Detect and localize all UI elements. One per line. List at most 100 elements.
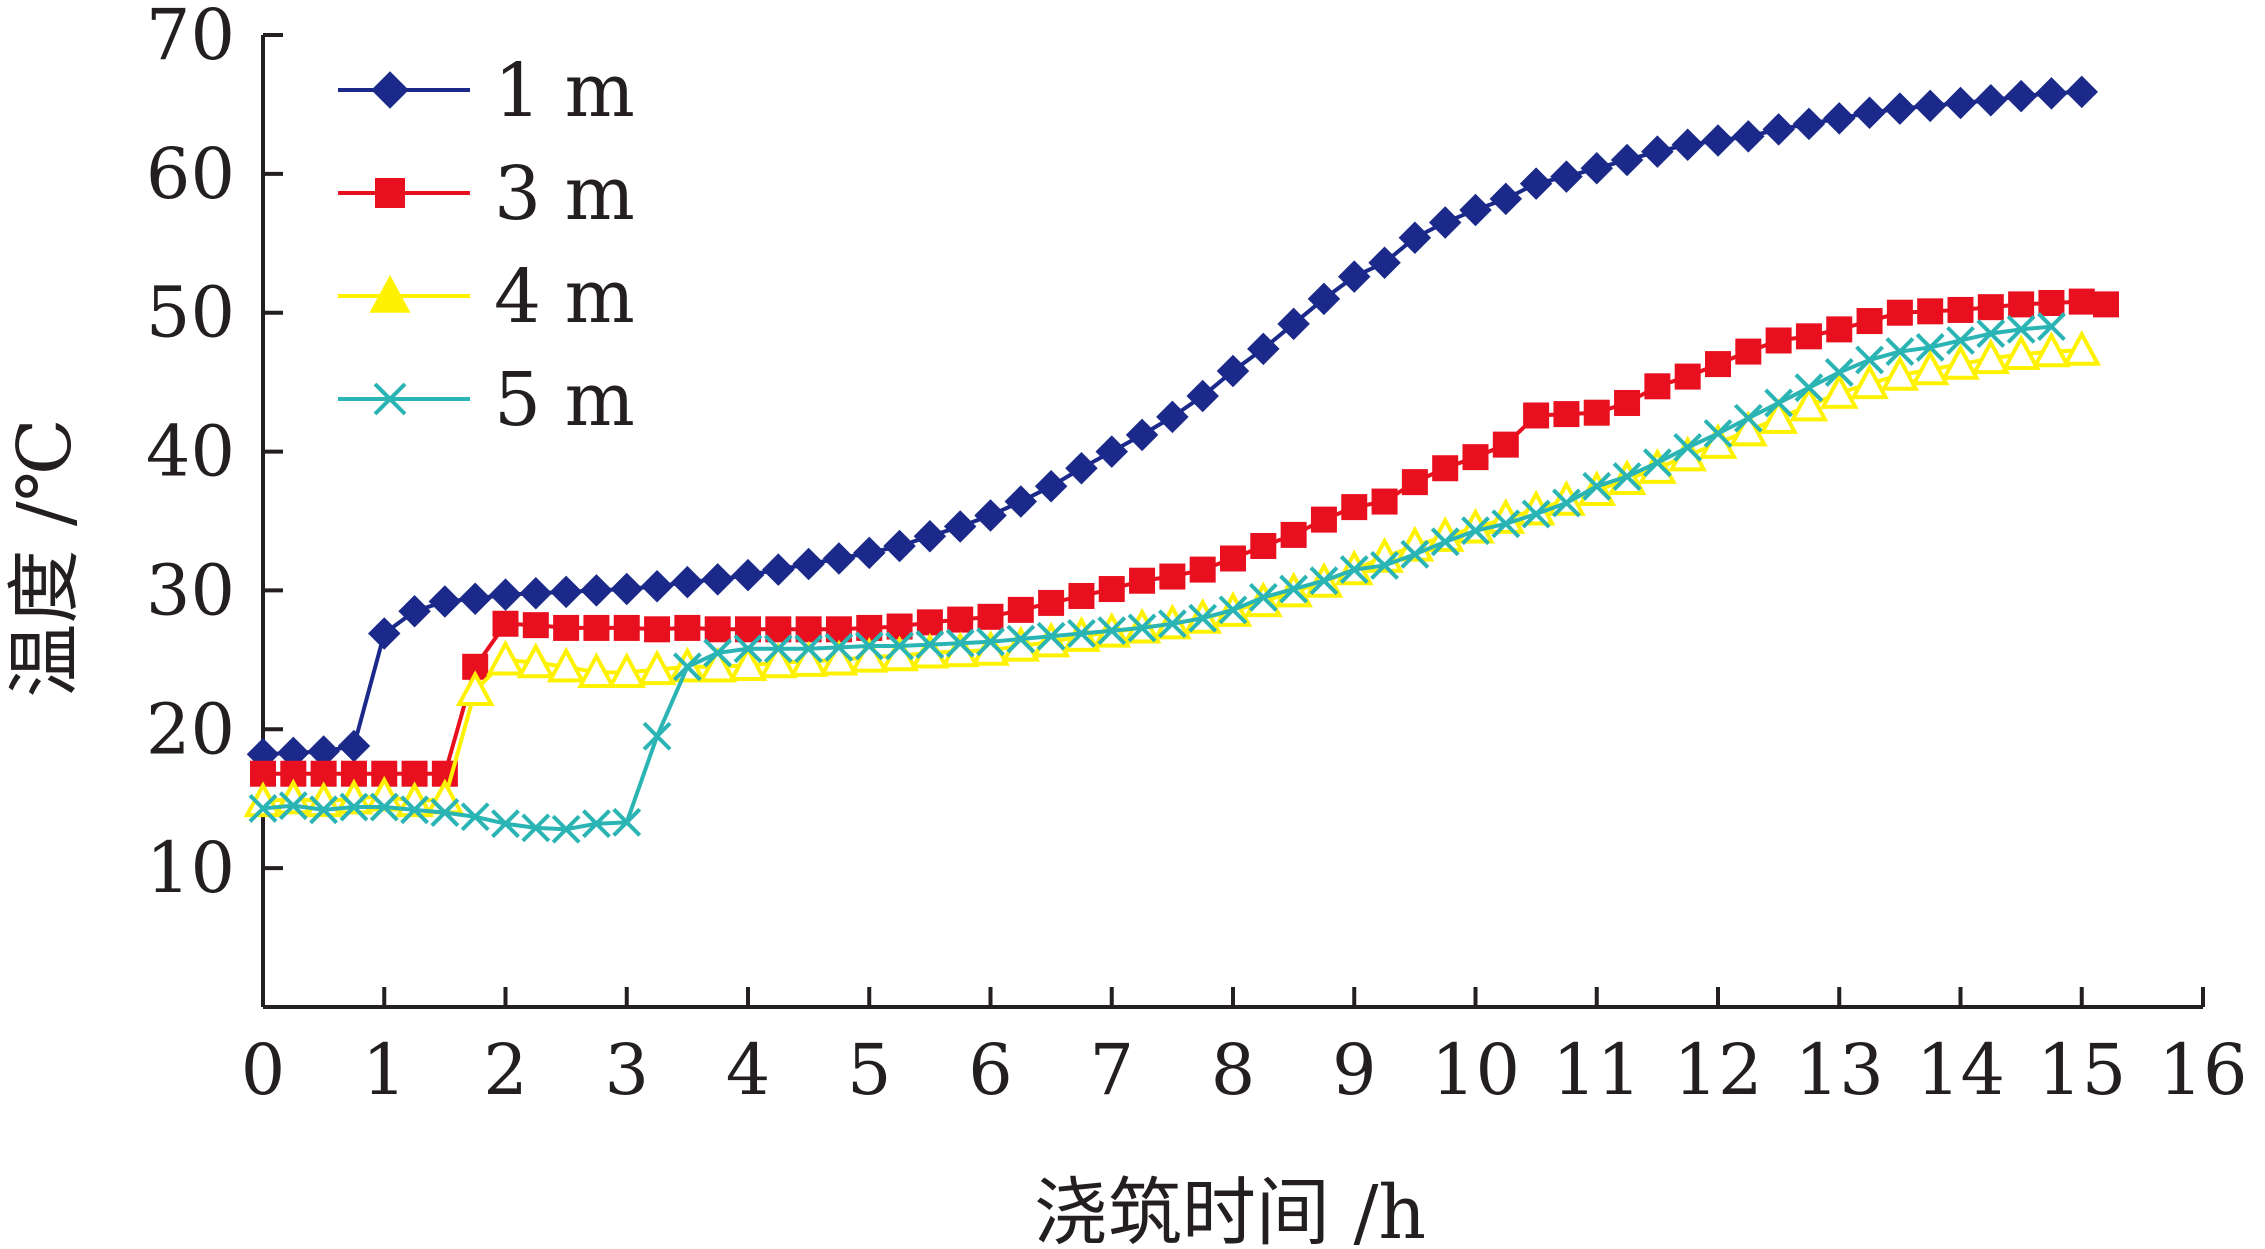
data-point — [853, 536, 886, 570]
data-point — [486, 639, 525, 676]
x-tick-label: 8 — [1211, 1029, 1256, 1111]
data-point — [1941, 343, 1980, 380]
x-tick-label: 11 — [1552, 1029, 1641, 1111]
data-point — [278, 791, 308, 821]
marker-stroke — [460, 802, 490, 832]
data-point — [1886, 299, 1913, 326]
marker-stroke — [824, 632, 854, 662]
y-tick-label: 40 — [146, 411, 235, 493]
marker-stroke — [1582, 471, 1612, 501]
data-point — [2038, 289, 2065, 316]
y-tick-label: 50 — [146, 272, 235, 354]
marker-stroke — [551, 814, 581, 844]
legend: 1 m 3 m 4 m 5 m — [338, 48, 635, 443]
data-point — [883, 529, 916, 563]
data-point — [1098, 576, 1125, 603]
data-point — [1553, 401, 1580, 428]
data-point — [553, 614, 580, 641]
data-point — [977, 603, 1004, 630]
data-point — [1850, 363, 1889, 400]
marker-stroke — [400, 795, 429, 825]
data-point — [1641, 135, 1674, 168]
data-point — [2068, 288, 2095, 315]
data-point — [1491, 509, 1521, 539]
data-point — [522, 612, 549, 639]
x-tick-label: 4 — [726, 1029, 771, 1111]
data-point — [1280, 521, 1307, 548]
data-point — [2035, 77, 2068, 110]
data-point — [1523, 402, 1550, 429]
marker-stroke — [1279, 574, 1309, 604]
data-point — [1067, 619, 1096, 648]
series-1m — [246, 75, 2098, 771]
data-point — [1338, 260, 1371, 293]
data-point — [733, 634, 763, 664]
marker-stroke — [1794, 373, 1824, 403]
y-tick-label: 20 — [146, 688, 235, 770]
data-point — [763, 634, 793, 664]
data-point — [1792, 107, 1826, 141]
data-point — [2065, 75, 2098, 109]
data-point — [1129, 567, 1156, 594]
data-point — [1612, 462, 1642, 491]
data-point — [1946, 326, 1975, 355]
data-point — [1705, 351, 1731, 378]
data-point — [1159, 563, 1186, 590]
y-tick-label: 30 — [146, 549, 235, 631]
data-point — [1583, 399, 1610, 426]
data-point — [1368, 246, 1401, 279]
x-tick-label: 7 — [1089, 1029, 1134, 1111]
data-point — [2006, 314, 2036, 344]
marker-stroke — [1491, 509, 1521, 539]
x-tick-label: 6 — [968, 1029, 1013, 1111]
data-point — [1521, 499, 1551, 529]
data-point — [1462, 444, 1489, 471]
data-point — [1068, 582, 1095, 609]
marker-stroke — [1006, 624, 1036, 654]
data-point — [339, 792, 369, 822]
data-point — [1004, 485, 1038, 518]
data-point — [1034, 470, 1068, 503]
data-point — [671, 565, 704, 599]
data-point — [674, 614, 701, 641]
y-tick-label: 70 — [146, 0, 235, 76]
data-point — [577, 652, 616, 688]
data-point — [425, 778, 465, 815]
marker-stroke — [1339, 555, 1369, 585]
data-point — [1065, 451, 1098, 485]
marker-stroke — [945, 628, 975, 658]
data-point — [519, 576, 553, 610]
data-point — [1038, 589, 1065, 616]
data-point — [1674, 363, 1701, 390]
marker-stroke — [612, 807, 642, 837]
data-point — [854, 631, 884, 661]
data-point — [368, 617, 401, 650]
legend-label: 5 m — [494, 357, 635, 443]
data-point — [489, 578, 522, 611]
data-point — [1401, 469, 1428, 496]
data-point — [1732, 120, 1765, 153]
marker-stroke — [430, 798, 460, 828]
data-point — [1188, 603, 1218, 633]
data-point — [1701, 124, 1735, 157]
x-tick-label: 16 — [2158, 1029, 2247, 1111]
data-point — [1976, 319, 2006, 348]
marker-stroke — [1976, 319, 2006, 348]
marker-stroke — [1127, 613, 1157, 643]
data-point — [2037, 312, 2066, 342]
data-point — [1125, 418, 1159, 452]
marker-stroke — [1461, 516, 1490, 546]
data-point — [1856, 308, 1883, 335]
data-point — [1644, 373, 1671, 400]
marker-stroke — [2037, 312, 2066, 342]
data-point — [1489, 182, 1523, 216]
legend-marker — [369, 274, 411, 313]
data-point — [789, 641, 828, 677]
data-point — [1339, 555, 1369, 585]
data-point — [1733, 403, 1763, 433]
data-point — [1430, 527, 1460, 557]
marker-stroke — [854, 631, 884, 661]
marker-stroke — [1764, 388, 1794, 418]
data-point — [672, 652, 702, 682]
